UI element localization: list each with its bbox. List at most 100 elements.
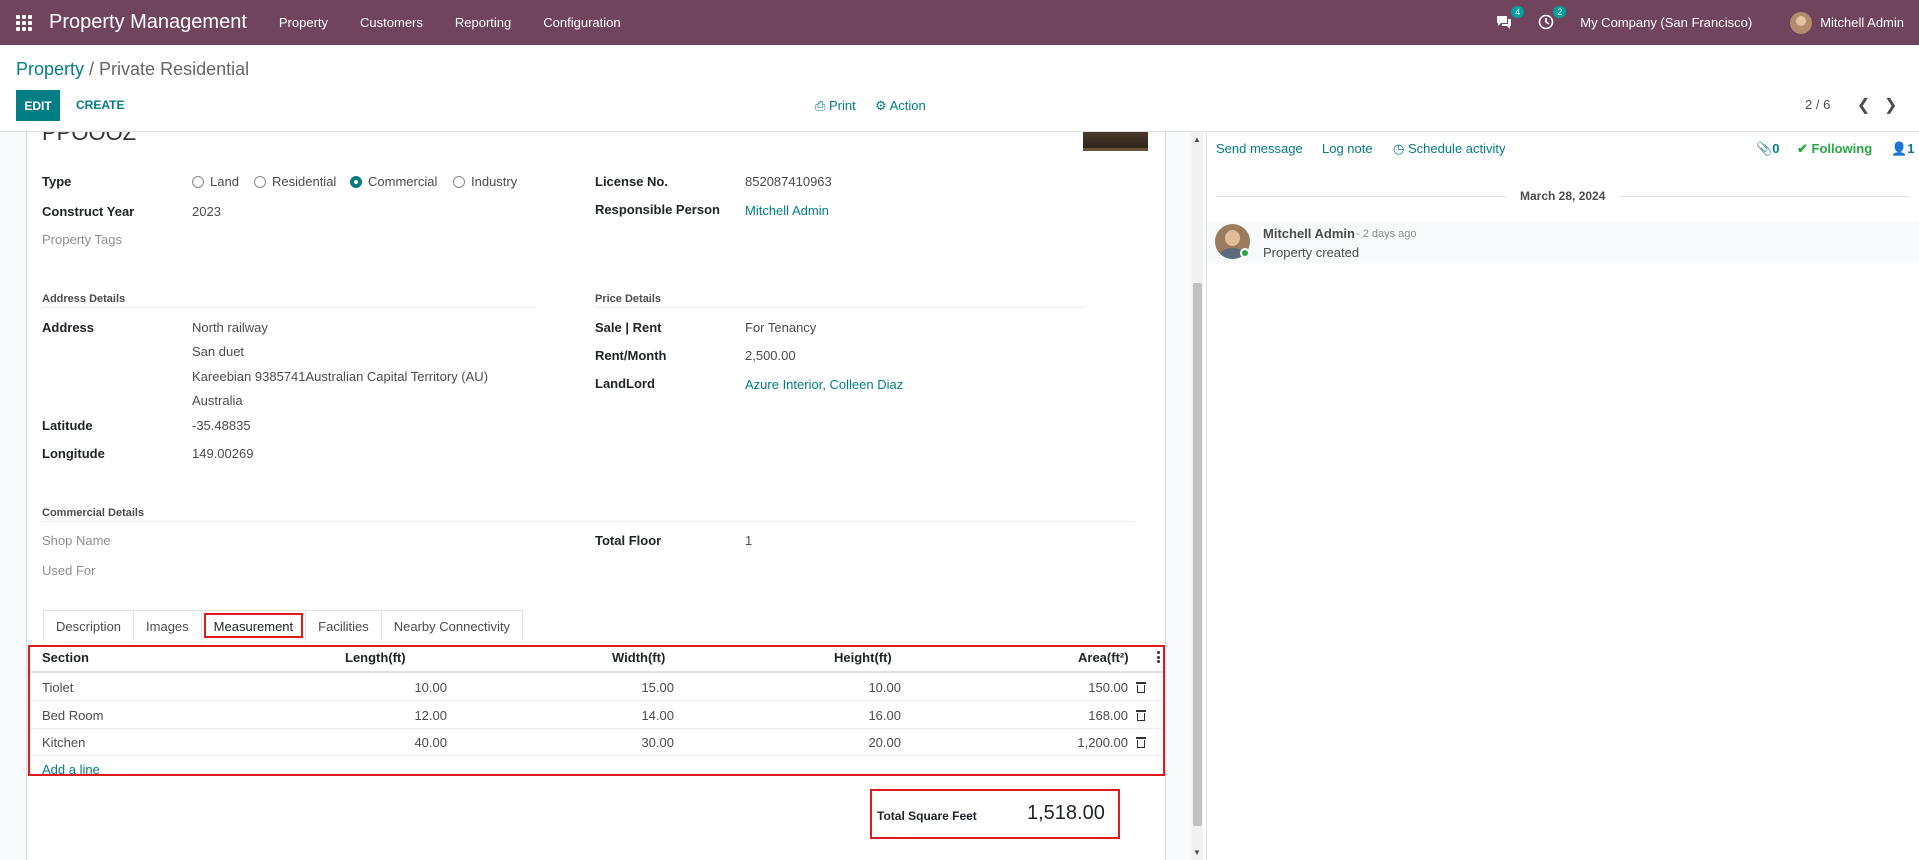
edit-button[interactable]: EDIT <box>16 90 60 121</box>
landlord-link[interactable]: Azure Interior, Colleen Diaz <box>745 377 904 392</box>
property-image[interactable] <box>1083 132 1148 151</box>
column-header-length[interactable]: Length(ft) <box>345 650 406 665</box>
breadcrumb-current: Private Residential <box>99 59 250 79</box>
construct-year-field[interactable]: 2023 <box>192 204 221 219</box>
total-floor-field[interactable]: 1 <box>745 533 753 548</box>
column-header-width[interactable]: Width(ft) <box>612 650 666 665</box>
add-line-link[interactable]: Add a line <box>42 762 100 777</box>
paperclip-icon: 📎 <box>1756 141 1773 156</box>
cell-width[interactable]: 30.00 <box>641 735 674 750</box>
radio-label: Residential <box>272 174 337 189</box>
cell-length[interactable]: 12.00 <box>414 708 447 723</box>
log-note-button[interactable]: Log note <box>1322 141 1373 156</box>
delete-row-icon[interactable] <box>1136 737 1146 748</box>
create-button[interactable]: CREATE <box>76 98 125 112</box>
cell-length[interactable]: 40.00 <box>414 735 447 750</box>
schedule-activity-button[interactable]: ◷ Schedule activity <box>1393 141 1506 157</box>
cell-area[interactable]: 150.00 <box>1088 680 1128 695</box>
tab-images[interactable]: Images <box>133 610 202 641</box>
followers-button[interactable]: 👤1 <box>1891 141 1914 157</box>
latitude-field[interactable]: -35.48835 <box>192 418 251 433</box>
breadcrumb-parent[interactable]: Property <box>16 59 85 79</box>
column-header-section[interactable]: Section <box>42 650 89 665</box>
column-header-height[interactable]: Height(ft) <box>834 650 892 665</box>
landlord-label: LandLord <box>595 376 655 391</box>
cell-height[interactable]: 16.00 <box>868 708 901 723</box>
attachments-count: 0 <box>1772 141 1780 156</box>
section-divider <box>595 307 1085 308</box>
address-street2[interactable]: San duet <box>192 344 245 359</box>
followers-count: 1 <box>1907 141 1915 156</box>
cell-section[interactable]: Tiolet <box>42 680 74 695</box>
total-square-feet-value: 1,518.00 <box>1027 802 1105 824</box>
responsible-person-link[interactable]: Mitchell Admin <box>745 203 829 218</box>
activity-clock-icon[interactable]: 2 <box>1538 5 1567 32</box>
attachments-button[interactable]: 📎0 <box>1756 141 1779 157</box>
menu-property[interactable]: Property <box>278 15 329 30</box>
menu-reporting[interactable]: Reporting <box>454 15 512 30</box>
online-status-icon <box>1240 248 1250 258</box>
delete-row-icon[interactable] <box>1136 710 1146 721</box>
cell-area[interactable]: 168.00 <box>1088 708 1128 723</box>
cell-area[interactable]: 1,200.00 <box>1077 735 1128 750</box>
column-options-icon[interactable] <box>1157 651 1160 663</box>
gear-icon: ⚙ <box>875 98 890 113</box>
tab-nearby-connectivity[interactable]: Nearby Connectivity <box>380 610 524 641</box>
messaging-icon[interactable]: 4 <box>1496 5 1525 32</box>
tab-description[interactable]: Description <box>43 610 135 641</box>
type-radio-commercial[interactable]: Commercial <box>350 174 437 189</box>
price-section-title: Price Details <box>595 293 662 305</box>
license-field[interactable]: 852087410963 <box>745 174 832 189</box>
notebook-tabs: Description Images Measurement Facilitie… <box>43 610 524 641</box>
cell-section[interactable]: Kitchen <box>42 735 86 750</box>
scrollbar-thumb[interactable] <box>1193 283 1202 826</box>
pager-previous-icon[interactable]: ❮ <box>1857 97 1871 114</box>
tab-facilities[interactable]: Facilities <box>305 610 382 641</box>
radio-label: Land <box>210 174 239 189</box>
breadcrumb: Property / Private Residential <box>16 59 249 80</box>
delete-row-icon[interactable] <box>1136 682 1146 693</box>
cell-height[interactable]: 10.00 <box>868 680 901 695</box>
app-brand[interactable]: Property Management <box>49 11 247 33</box>
radio-circle-selected <box>350 175 362 188</box>
table-header-divider <box>30 671 1163 673</box>
apps-menu-icon[interactable] <box>15 14 33 32</box>
user-menu[interactable]: Mitchell Admin <box>1790 11 1904 34</box>
radio-circle <box>453 175 465 188</box>
send-message-button[interactable]: Send message <box>1216 141 1303 156</box>
cell-width[interactable]: 15.00 <box>641 680 674 695</box>
address-street[interactable]: North railway <box>192 320 268 335</box>
cell-width[interactable]: 14.00 <box>641 708 674 723</box>
type-radio-land[interactable]: Land <box>192 174 239 189</box>
cell-length[interactable]: 10.00 <box>414 680 447 695</box>
date-divider-left <box>1216 196 1506 197</box>
pager-next-icon[interactable]: ❯ <box>1884 97 1898 114</box>
chatter-divider <box>1206 132 1207 860</box>
action-button[interactable]: ⚙ Action <box>875 98 926 114</box>
address-country[interactable]: Australia <box>192 393 243 408</box>
pager-value[interactable]: 2 / 6 <box>1805 97 1831 112</box>
type-radio-residential[interactable]: Residential <box>254 174 336 189</box>
tab-measurement[interactable]: Measurement <box>200 610 307 641</box>
menu-configuration[interactable]: Configuration <box>543 15 621 30</box>
type-label: Type <box>42 174 72 189</box>
menu-customers[interactable]: Customers <box>360 15 423 30</box>
type-radio-industry[interactable]: Industry <box>453 174 517 189</box>
message-author[interactable]: Mitchell Admin <box>1263 226 1355 241</box>
address-city-zip-state[interactable]: Kareebian 9385741Australian Capital Terr… <box>192 369 489 384</box>
sale-rent-field[interactable]: For Tenancy <box>745 320 817 335</box>
cell-section[interactable]: Bed Room <box>42 708 104 723</box>
column-header-area[interactable]: Area(ft²) <box>1078 650 1129 665</box>
rent-month-field[interactable]: 2,500.00 <box>745 348 796 363</box>
form-sheet <box>26 132 1166 860</box>
cell-height[interactable]: 20.00 <box>868 735 901 750</box>
print-button[interactable]: ⎙ Print <box>815 98 856 114</box>
chatter-message <box>1207 221 1919 263</box>
scroll-down-icon[interactable]: ▼ <box>1193 848 1201 857</box>
commercial-section-title: Commercial Details <box>42 507 145 519</box>
company-switcher[interactable]: My Company (San Francisco) <box>1580 15 1753 30</box>
user-name: Mitchell Admin <box>1820 15 1904 30</box>
longitude-field[interactable]: 149.00269 <box>192 446 254 461</box>
scroll-up-icon[interactable]: ▲ <box>1193 135 1201 144</box>
following-button[interactable]: ✔ Following <box>1797 141 1872 157</box>
